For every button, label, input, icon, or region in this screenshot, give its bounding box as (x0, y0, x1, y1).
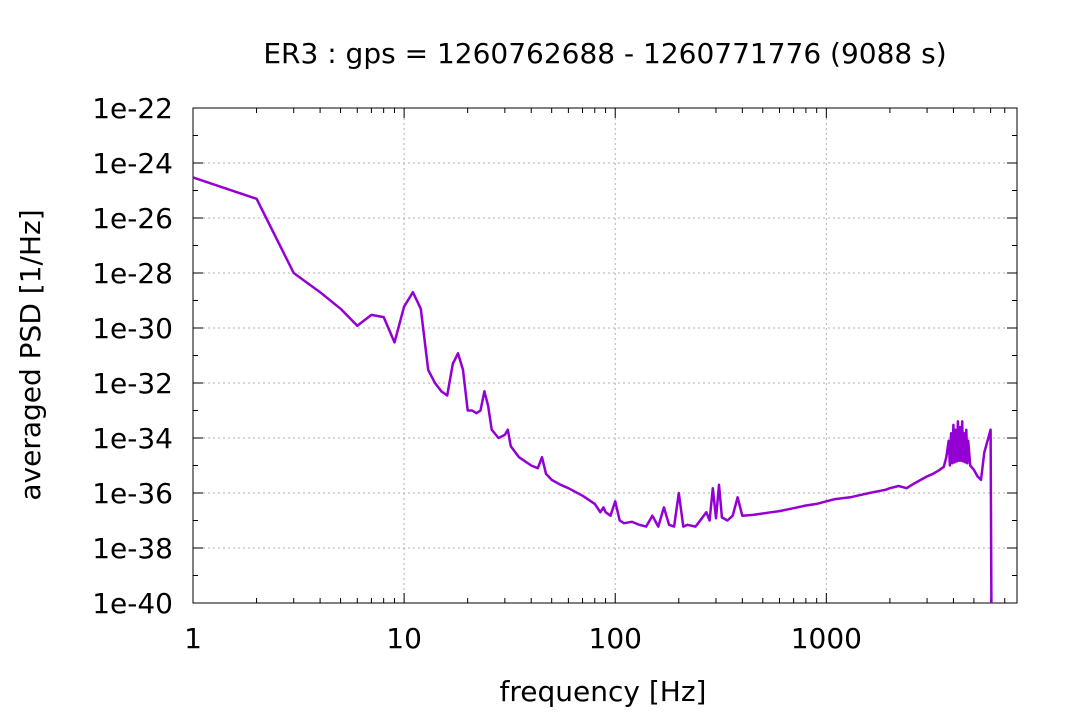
x-tick-labels: 1 10 100 1000 (184, 622, 862, 655)
x-axis-label: frequency [Hz] (500, 675, 707, 708)
x-tick-label: 1 (184, 622, 202, 655)
x-tick-label: 10 (386, 622, 422, 655)
y-tick-label: 1e-28 (92, 257, 173, 290)
axis-ticks (192, 107, 1018, 604)
y-tick-label: 1e-36 (92, 477, 173, 510)
plot-area-frame (192, 107, 1018, 604)
y-tick-label: 1e-38 (92, 532, 173, 565)
y-tick-label: 1e-30 (92, 312, 173, 345)
y-tick-labels: 1e-22 1e-24 1e-26 1e-28 1e-30 1e-32 1e-34 1e-36… (92, 92, 173, 620)
grid-lines (193, 108, 1017, 603)
x-tick-label: 1000 (791, 622, 862, 655)
y-tick-label: 1e-24 (92, 147, 173, 180)
y-axis-label: averaged PSD [1/Hz] (14, 209, 47, 500)
y-tick-label: 1e-26 (92, 202, 173, 235)
psd-series-line (192, 176, 993, 604)
x-tick-label: 100 (589, 622, 642, 655)
y-tick-label: 1e-40 (92, 587, 173, 620)
chart-title: ER3 : gps = 1260762688 - 1260771776 (908… (263, 37, 946, 70)
y-tick-label: 1e-32 (92, 367, 173, 400)
y-tick-label: 1e-22 (92, 92, 173, 125)
series-layer (192, 176, 993, 604)
y-tick-label: 1e-34 (92, 422, 173, 455)
